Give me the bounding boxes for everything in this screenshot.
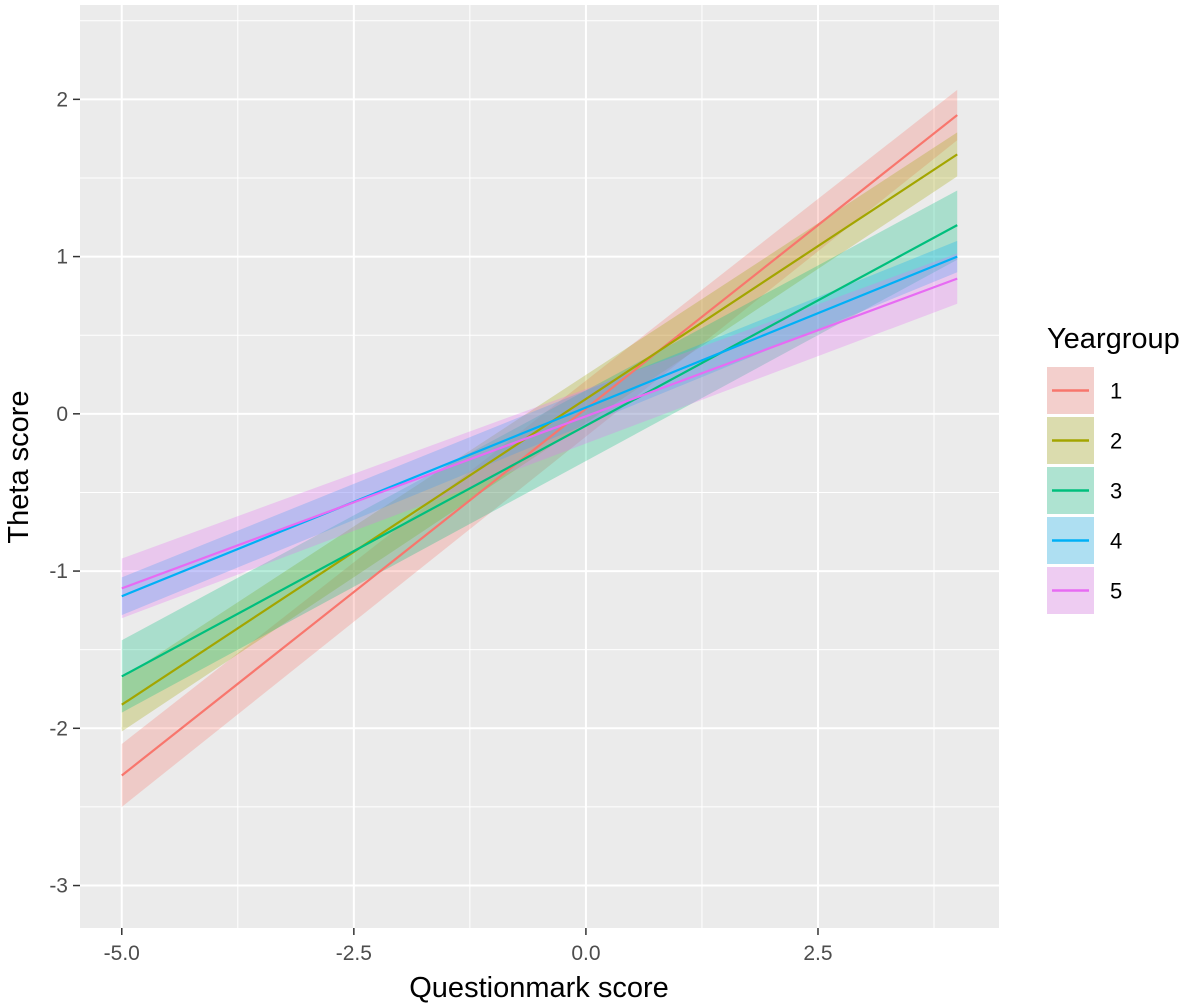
legend-label: 1 — [1110, 379, 1122, 404]
ribbon-series-2 — [121, 132, 958, 732]
y-tick-label: 1 — [56, 246, 68, 269]
line-series-2 — [121, 153, 958, 706]
y-tick-label: -3 — [49, 875, 68, 898]
legend-label: 4 — [1110, 529, 1122, 554]
legend-label: 2 — [1110, 429, 1122, 454]
x-tick-label: -2.5 — [336, 942, 372, 965]
line-series-3 — [121, 224, 958, 678]
legend-label: 5 — [1110, 579, 1122, 604]
legend-item-4: 4 — [1047, 517, 1122, 564]
line-series-4 — [121, 255, 958, 598]
y-tick-label: 0 — [56, 403, 68, 426]
legend-item-3: 3 — [1047, 467, 1122, 514]
y-axis: -3 -2 -1 0 1 2 — [49, 88, 80, 898]
ribbon-series-5 — [121, 253, 958, 619]
legend-label: 3 — [1110, 479, 1122, 504]
plot-panel — [80, 5, 999, 928]
y-tick-label: 2 — [56, 88, 68, 111]
legend-title: Yeargroup — [1047, 323, 1180, 355]
legend: Yeargroup 1 2 3 4 5 — [1047, 323, 1180, 614]
x-tick-label: 0.0 — [571, 942, 600, 965]
confidence-ribbons — [121, 89, 958, 807]
grid-minor — [80, 5, 999, 928]
x-axis: -5.0 -2.5 0.0 2.5 — [104, 928, 833, 965]
line-series-5 — [121, 277, 958, 590]
legend-item-1: 1 — [1047, 367, 1122, 414]
legend-item-5: 5 — [1047, 567, 1122, 614]
line-series-1 — [121, 114, 958, 777]
ribbon-series-1 — [121, 89, 958, 807]
legend-item-2: 2 — [1047, 417, 1122, 464]
y-tick-label: -2 — [49, 717, 68, 740]
y-tick-label: -1 — [49, 560, 68, 583]
regression-lines — [121, 114, 958, 777]
ribbon-series-4 — [121, 240, 958, 616]
x-axis-title: Questionmark score — [409, 972, 669, 1004]
y-axis-title: Theta score — [3, 390, 35, 543]
x-tick-label: 2.5 — [803, 942, 832, 965]
x-tick-label: -5.0 — [104, 942, 140, 965]
legend-keys: 1 2 3 4 5 — [1047, 367, 1122, 614]
